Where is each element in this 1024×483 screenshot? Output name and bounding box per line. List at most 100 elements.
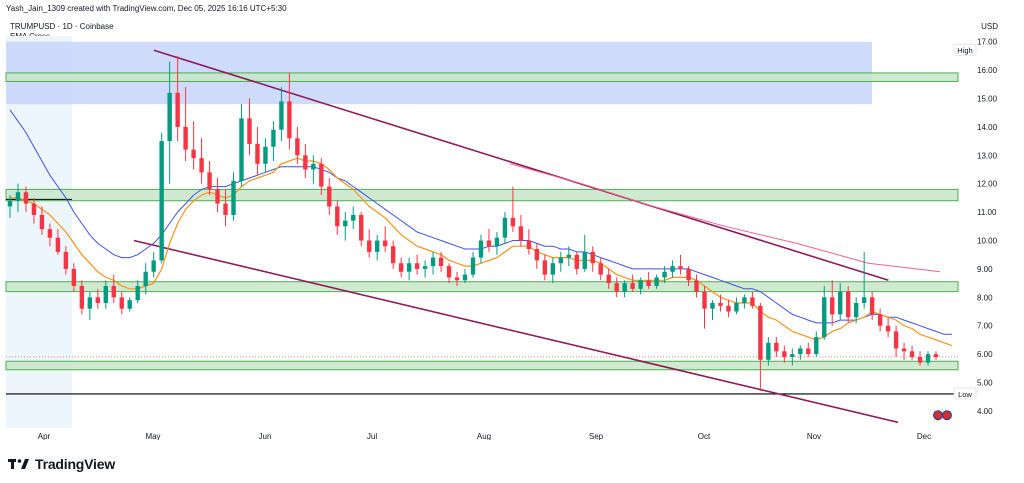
zone-support <box>5 281 959 293</box>
zone-mid <box>5 188 959 202</box>
y-tick-label: 16.00 <box>977 66 998 75</box>
y-tick-label: 15.00 <box>977 94 998 103</box>
candle-body <box>750 297 755 306</box>
candle-body <box>574 254 579 269</box>
candle-body <box>766 342 771 360</box>
candle-body <box>287 101 292 139</box>
candle-body <box>622 283 627 292</box>
candle-body <box>446 266 452 278</box>
candle-body <box>734 303 739 312</box>
marker-tag-high <box>953 43 977 56</box>
candle-body <box>678 266 683 269</box>
candle-body <box>798 348 803 355</box>
tradingview-logo-icon <box>8 459 29 469</box>
candle-body <box>662 271 667 278</box>
x-tick-label: Jul <box>367 432 377 440</box>
candle-body <box>375 240 380 252</box>
candle-body <box>542 260 548 275</box>
candle-body <box>630 283 635 289</box>
candle-body <box>159 141 164 261</box>
symbol-label: TRUMPUSD · 1D · Coinbase <box>10 22 114 31</box>
candle-body <box>869 297 875 315</box>
candle-body <box>861 297 867 304</box>
candle-body <box>311 163 316 170</box>
candle-body <box>478 240 484 258</box>
candle-body <box>646 280 651 286</box>
y-tick-label: 13.00 <box>977 151 998 160</box>
candle-body <box>7 200 13 207</box>
candle-body <box>846 291 851 318</box>
candle-body <box>774 342 779 352</box>
candle-body <box>933 354 939 357</box>
candle-body <box>414 263 420 269</box>
candle-body <box>462 274 468 281</box>
y-tick-label: 4.00 <box>977 407 993 416</box>
candle-body <box>191 149 196 159</box>
price-chart[interactable]: 4.00 5.00 6.00 7.00 8.00 9.00 10.00 11.00 12.00 1… <box>0 36 1024 440</box>
y-tick-label: 8.00 <box>977 293 993 302</box>
candle-body <box>686 268 691 281</box>
candle-body <box>255 143 260 164</box>
candle-body <box>726 305 731 312</box>
chart-credit: Yash_Jain_1309 created with TradingView.… <box>6 4 287 13</box>
candle-body <box>135 285 140 301</box>
candle-body <box>758 305 763 360</box>
candle-body <box>925 354 931 363</box>
candle-body <box>382 240 388 247</box>
candle-body <box>502 217 508 238</box>
candle-body <box>183 126 188 150</box>
x-tick-label: Nov <box>807 432 821 440</box>
candle-body <box>814 337 819 355</box>
candle-body <box>702 291 707 309</box>
candle-body <box>95 297 100 304</box>
event-flag-icon <box>942 410 952 421</box>
candle-body <box>582 251 587 269</box>
candle-body <box>167 92 172 142</box>
candle-body <box>79 285 85 309</box>
candle-body <box>223 203 228 215</box>
candle-body <box>367 240 372 252</box>
y-tick-label: 14.00 <box>977 123 998 132</box>
candle-body <box>558 257 564 264</box>
candle-body <box>830 297 835 315</box>
candle-body <box>822 297 827 338</box>
candle-body <box>55 237 61 252</box>
candle-body <box>71 268 77 286</box>
candle-body <box>598 263 603 275</box>
candle-body <box>31 203 37 215</box>
candle-body <box>742 297 747 304</box>
candle-body <box>103 285 108 304</box>
candle-body <box>806 348 811 355</box>
candle-body <box>143 271 148 286</box>
y-tick-label: 7.00 <box>977 322 993 331</box>
candle-body <box>718 303 723 306</box>
zone-resistance <box>5 72 959 82</box>
candle-body <box>885 325 891 332</box>
candle-body <box>838 291 843 315</box>
channel-lower-line <box>133 239 899 424</box>
x-tick-label: Aug <box>477 432 491 440</box>
candle-body <box>199 158 204 173</box>
candle-body <box>526 240 532 250</box>
candle-body <box>853 303 859 318</box>
candle-body <box>790 354 795 357</box>
candle-body <box>271 129 276 147</box>
candle-body <box>111 285 116 298</box>
candle-body <box>590 251 595 264</box>
candle-body <box>710 303 715 309</box>
ema-slow-line <box>9 109 952 335</box>
candle-body <box>151 260 156 272</box>
y-tick-label: 10.00 <box>977 237 998 246</box>
candle-body <box>239 118 244 181</box>
candle-body <box>638 280 643 289</box>
marker-label-low: Low <box>958 390 972 399</box>
candle-body <box>175 92 180 127</box>
candle-body <box>23 192 29 204</box>
candle-body <box>127 300 132 309</box>
x-tick-label: Oct <box>698 432 711 440</box>
candle-body <box>470 257 476 275</box>
candle-body <box>694 280 699 292</box>
currency-label: USD <box>981 22 998 31</box>
candle-body <box>510 217 516 227</box>
candle-body <box>486 240 492 247</box>
